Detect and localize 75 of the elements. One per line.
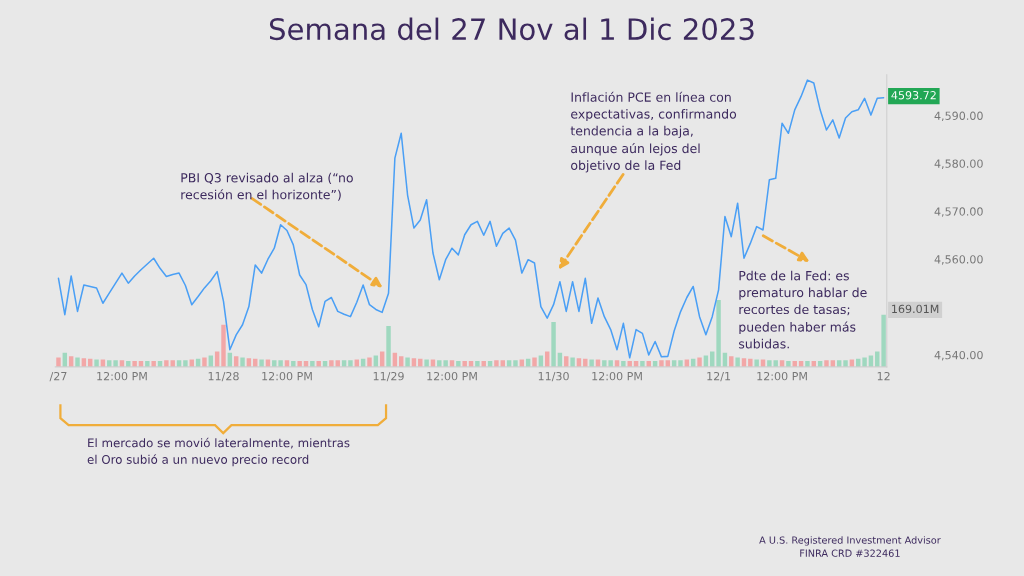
text: A U.S. Registered Investment Advisor FINRA CRD #322461	[759, 536, 941, 557]
bar	[748, 358, 753, 367]
bar	[513, 360, 518, 367]
bar	[735, 357, 740, 367]
bar	[94, 359, 99, 367]
bar	[475, 360, 480, 367]
bar	[183, 360, 188, 367]
bar	[786, 360, 791, 367]
annotation: PBI Q3 revisado al alza (“no recesión en el horizonte”)	[181, 172, 353, 201]
x-tick-label: 12:00 PM	[262, 371, 312, 381]
y-tick-label: 4,580.00	[934, 159, 983, 169]
annotation: Pdte de la Fed: es prematuro hablar de recortes de tasas; pueden haber más subidas.	[738, 270, 867, 349]
y-tick-label: 4,570.00	[934, 207, 983, 217]
line-series	[57, 79, 885, 359]
bar	[881, 314, 886, 367]
bar	[221, 324, 226, 367]
bar	[805, 360, 810, 367]
bar	[386, 326, 391, 367]
bar	[145, 360, 150, 367]
bar	[462, 360, 467, 367]
bar	[589, 359, 594, 367]
x-tick-label: 12:00 PM	[97, 371, 147, 381]
bar	[494, 360, 499, 367]
bar	[297, 360, 302, 367]
bar	[278, 360, 283, 367]
bar	[659, 360, 664, 367]
bar	[640, 360, 645, 367]
bar	[862, 357, 867, 367]
bar	[132, 360, 137, 367]
x-tick-label: 12:00 PM	[592, 371, 642, 381]
bar	[405, 357, 410, 367]
bar	[697, 357, 702, 367]
bar	[259, 359, 264, 367]
text: 4593.72	[891, 91, 936, 100]
x-tick-label: 12/1	[707, 371, 731, 382]
bar	[151, 360, 156, 367]
text: El mercado se movió lateralmente, mientras el Oro subió a un nuevo precio record	[87, 437, 350, 467]
x-tick-label: 12:00 PM	[757, 371, 807, 381]
bar	[843, 360, 848, 367]
y-tick-label: 4,540.00	[934, 350, 983, 361]
bar	[56, 357, 61, 367]
x-tick-label: 12:00 PM	[427, 371, 477, 381]
bar	[570, 357, 575, 367]
bar	[329, 360, 334, 367]
bar	[240, 357, 245, 367]
bar	[202, 357, 207, 367]
bar	[367, 357, 372, 367]
bar	[824, 360, 829, 367]
x-tick-label: 11/29	[373, 371, 404, 382]
bar	[678, 360, 683, 367]
annotation: Inflación PCE en línea con expectativas, confirmando tendencia a la baja, aunque aún lejos del objetivo de la Fed	[570, 91, 737, 173]
bar	[316, 360, 321, 367]
text: 169.01M	[892, 304, 939, 314]
bar	[126, 360, 131, 367]
bar	[532, 357, 537, 367]
y-tick-label: 4,590.00	[934, 111, 983, 122]
bar	[424, 359, 429, 367]
bar	[583, 358, 588, 367]
bar	[291, 360, 296, 367]
bar	[621, 360, 626, 367]
bar	[113, 360, 118, 367]
x-tick-label: 11/30	[538, 371, 569, 382]
y-tick-label: 4,560.00	[934, 255, 983, 265]
bar	[754, 359, 759, 367]
x-tick-label: /27	[49, 371, 67, 382]
bar	[716, 299, 721, 367]
bar	[551, 322, 556, 367]
bar	[75, 357, 80, 367]
x-tick-label: 12	[877, 371, 890, 381]
chart-title: Semana del 27 Nov al 1 Dic 2023	[269, 17, 754, 41]
bar	[456, 360, 461, 367]
bar	[348, 360, 353, 367]
x-tick-label: 11/28	[208, 371, 239, 382]
bar	[310, 360, 315, 367]
bar	[627, 360, 632, 367]
